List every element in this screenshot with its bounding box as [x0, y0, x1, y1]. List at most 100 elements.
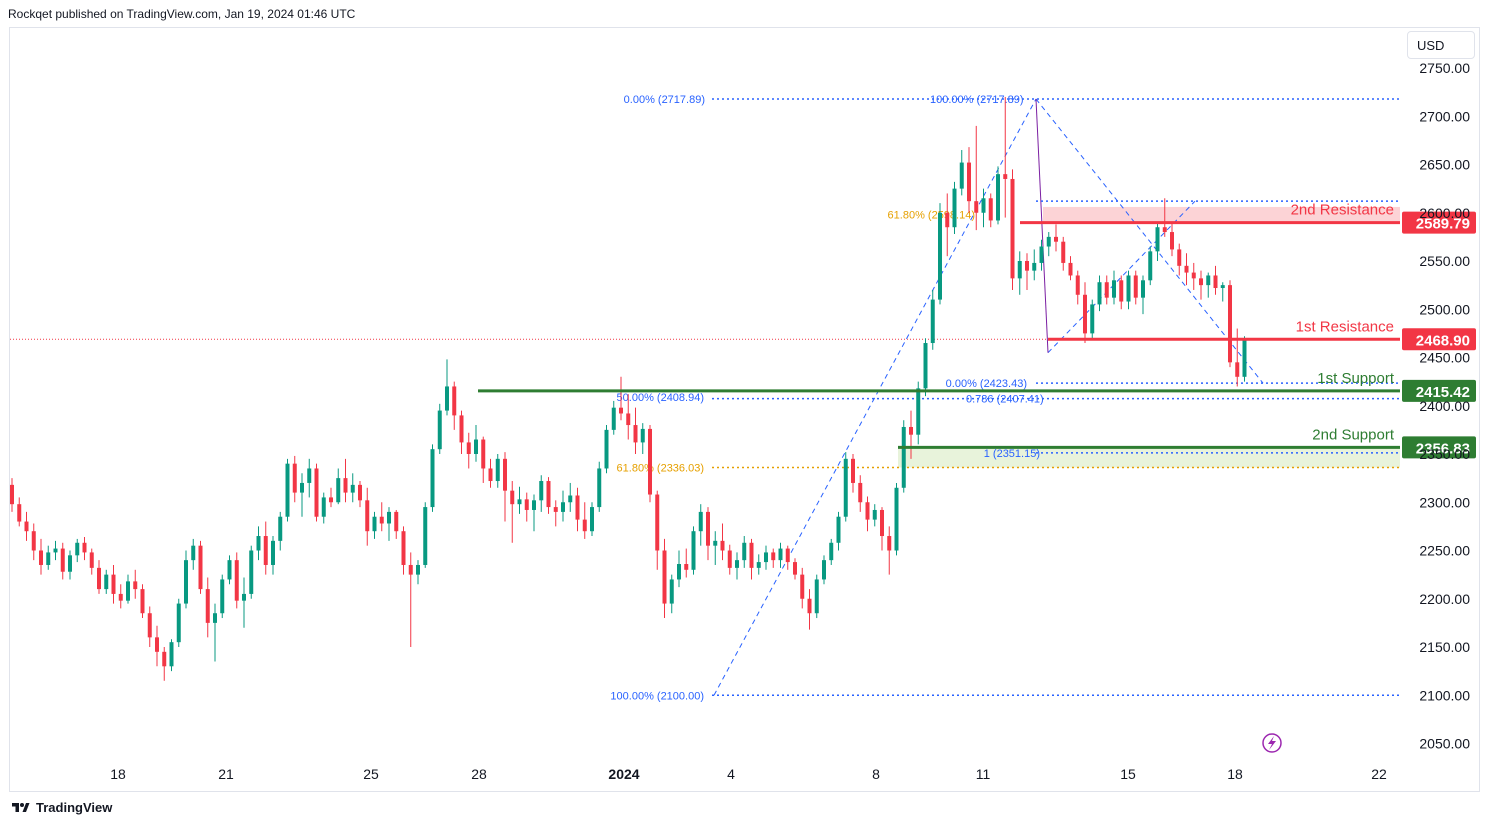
candle	[104, 569, 109, 594]
candle-body	[1025, 261, 1029, 271]
candle	[974, 125, 979, 231]
price-axis: 2750.00 2700.00 2650.00 2600.00 2550.00 2500.…	[1419, 60, 1470, 752]
price-badge-text: 2589.79	[1416, 216, 1470, 233]
candle-body	[474, 439, 478, 454]
candle	[1010, 169, 1015, 290]
candle-body	[829, 542, 834, 561]
candle-body	[749, 542, 754, 568]
candle	[706, 507, 710, 561]
y-tick-label: 2650.00	[1419, 157, 1470, 173]
candle-body	[553, 507, 558, 512]
candle	[1177, 243, 1182, 276]
candle-body	[220, 579, 225, 614]
fib-trend-line	[1047, 200, 1196, 354]
candle-body	[996, 174, 1000, 221]
candle-body	[1119, 280, 1124, 302]
candle	[474, 425, 478, 462]
candle	[1119, 275, 1124, 310]
support-1-level: 1st Support 2415.42	[478, 370, 1476, 402]
candle-body	[336, 478, 341, 503]
candle-body	[488, 468, 493, 482]
candle	[887, 526, 892, 575]
candle	[742, 536, 747, 568]
fib-label: 0.786 (2407.41)	[966, 394, 1044, 406]
candle-body	[358, 484, 362, 501]
candle	[626, 394, 631, 440]
candle-body	[568, 495, 573, 503]
candle	[329, 487, 333, 508]
candle	[256, 526, 261, 561]
fib-label: 0.00% (2423.43)	[946, 378, 1027, 390]
candle	[169, 639, 174, 672]
level-label: 1st Support	[1317, 370, 1395, 387]
candle	[633, 407, 638, 454]
resistance-2-level: 2nd Resistance 2589.79	[1020, 202, 1476, 234]
tradingview-logo-icon	[12, 802, 30, 812]
candle	[880, 507, 884, 551]
candle	[945, 193, 950, 257]
candle	[82, 536, 87, 561]
fib-label: 50.00% (2408.94)	[617, 392, 704, 404]
candle	[220, 574, 225, 619]
candle	[1032, 249, 1037, 281]
price-badge-text: 2415.42	[1416, 384, 1470, 401]
brand-label: TradingView	[36, 800, 113, 815]
candle-body	[1133, 275, 1138, 298]
candle	[249, 545, 254, 599]
candle-body	[880, 509, 884, 537]
currency-selector[interactable]: USD	[1407, 31, 1475, 59]
x-tick-label: 25	[363, 766, 379, 782]
candle-body	[118, 593, 123, 601]
candle	[387, 507, 391, 541]
candle-body	[1199, 278, 1203, 286]
candle	[408, 552, 413, 647]
candle-body	[227, 560, 232, 580]
candle-body	[894, 487, 899, 551]
y-tick-label: 2550.00	[1419, 253, 1470, 269]
y-tick-label: 2250.00	[1419, 543, 1470, 559]
candle-body	[1177, 249, 1182, 266]
candle-body	[1184, 265, 1189, 273]
candle-body	[916, 388, 921, 435]
candle	[590, 502, 594, 537]
candle	[727, 544, 732, 575]
candle-body	[1235, 362, 1240, 377]
candle-body	[307, 468, 312, 483]
candle-body	[423, 507, 428, 565]
candle	[800, 567, 805, 609]
candle-body	[234, 560, 239, 601]
candle-body	[213, 613, 217, 623]
candle	[1199, 270, 1203, 300]
candle-body	[481, 439, 486, 469]
candle-body	[872, 509, 877, 520]
fib-label: 1 (2351.15)	[984, 448, 1040, 460]
candle	[785, 545, 790, 570]
candle	[285, 458, 290, 522]
candle	[539, 475, 544, 512]
candle	[1242, 336, 1247, 382]
candle-body	[503, 458, 507, 491]
candle-body	[39, 550, 43, 565]
candle-body	[843, 458, 848, 517]
candle	[952, 181, 957, 234]
candle-body	[350, 484, 355, 493]
candle	[749, 538, 754, 580]
candle-body	[532, 500, 536, 510]
candle	[89, 548, 94, 575]
candle-body	[901, 426, 906, 488]
candle	[263, 521, 268, 575]
candle	[430, 444, 435, 512]
candle	[155, 625, 159, 667]
candle	[684, 548, 689, 578]
candle	[184, 550, 188, 609]
candle-body	[756, 562, 761, 568]
candle	[495, 454, 500, 488]
candle-body	[394, 511, 399, 532]
candle	[292, 455, 297, 503]
candle	[133, 569, 138, 599]
candle-body	[1003, 174, 1008, 179]
tradingview-brand[interactable]: TradingView	[10, 800, 112, 815]
candle	[698, 504, 703, 546]
lightning-icon[interactable]	[1262, 733, 1282, 753]
